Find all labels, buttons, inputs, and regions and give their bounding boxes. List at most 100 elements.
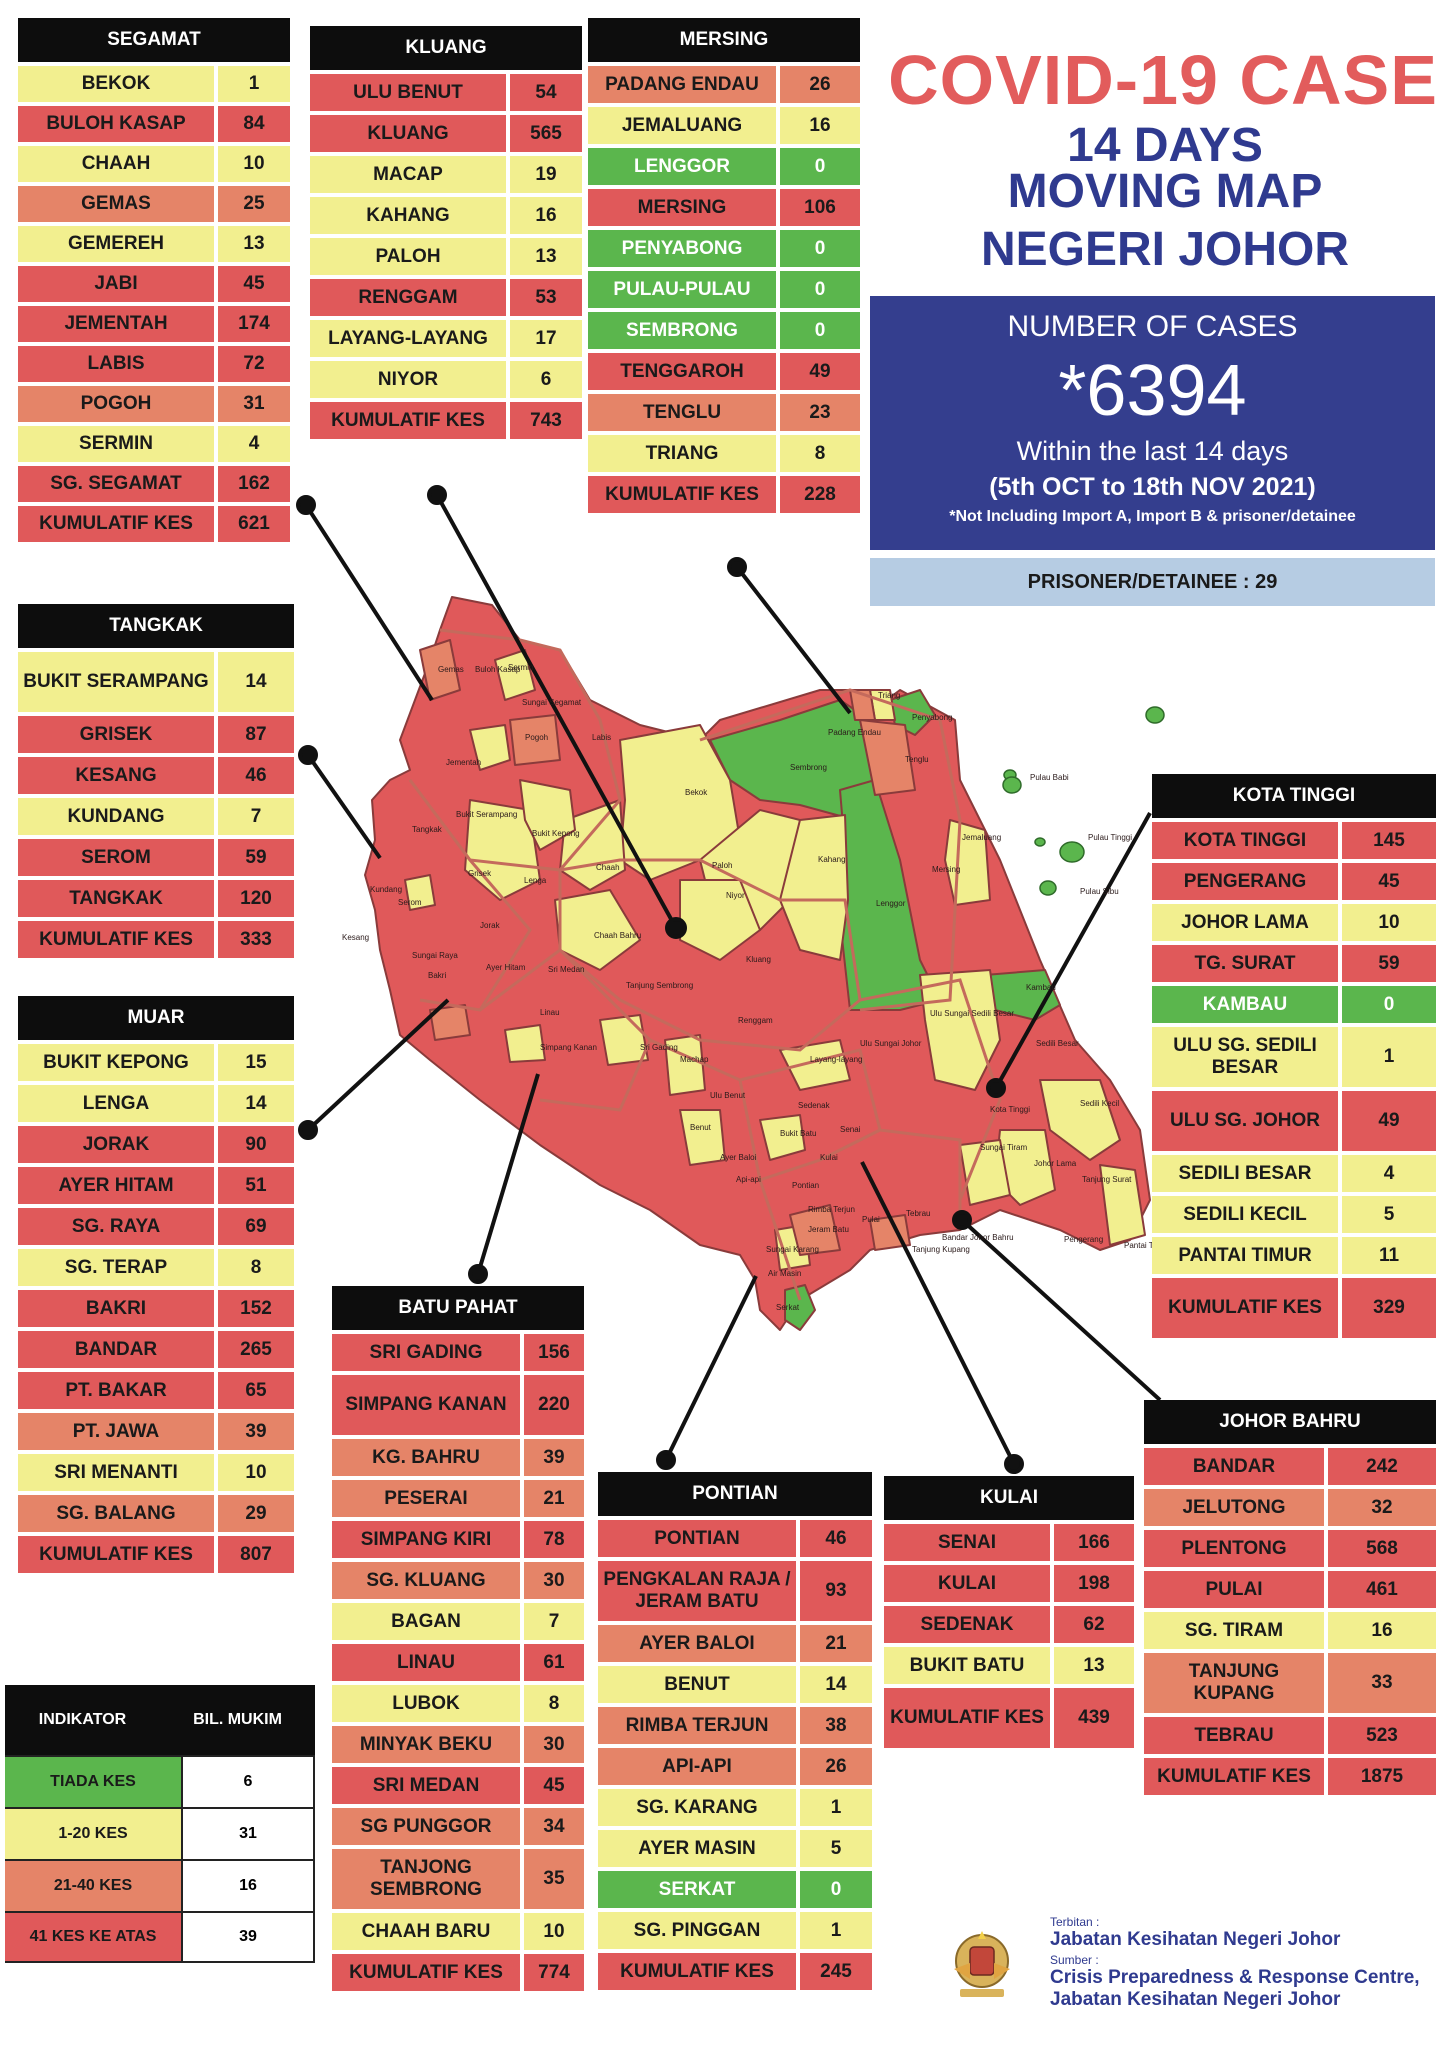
mukim-row: PANTAI TIMUR 11 (1152, 1233, 1436, 1274)
mukim-name: KUMULATIF KES (39, 928, 193, 950)
mukim-name: CHAAH (81, 153, 151, 175)
case-count: 568 (1324, 1530, 1436, 1567)
case-count: 30 (520, 1726, 584, 1763)
case-count: 39 (520, 1439, 584, 1476)
map-place-label: Niyor (726, 891, 745, 900)
case-count: 33 (1324, 1653, 1436, 1713)
map-region-pogoh (509, 714, 561, 766)
mukim-row: RENGGAM 53 (310, 275, 582, 316)
mukim-name: SEDENAK (920, 1613, 1014, 1635)
map-place-label: Paloh (712, 861, 732, 870)
mukim-name: KUMULATIF KES (331, 409, 485, 431)
case-count: 69 (214, 1208, 294, 1245)
boundary-muar (408, 779, 532, 1012)
case-count: 14 (796, 1666, 872, 1703)
map-region-tj-sembrong (599, 1014, 649, 1066)
mukim-row: KLUANG 565 (310, 111, 582, 152)
case-count: 45 (520, 1767, 584, 1804)
case-label: NUMBER OF CASES (1007, 310, 1298, 343)
mukim-row: BENUT 14 (598, 1662, 872, 1703)
case-count: 26 (796, 1748, 872, 1785)
mukim-name: POGOH (80, 393, 152, 415)
map-place-label: Layang-layang (810, 1055, 862, 1064)
case-count: 13 (1050, 1647, 1134, 1684)
case-count: 5 (796, 1830, 872, 1867)
legend-indicator: 1-20 KES (5, 1809, 181, 1859)
cumulative-row: KUMULATIF KES 329 (1152, 1274, 1436, 1338)
case-count: 14 (214, 1085, 294, 1122)
case-count: 0 (776, 312, 860, 349)
mukim-row: TANJUNG KUPANG 33 (1144, 1649, 1436, 1713)
cumulative-row: KUMULATIF KES 245 (598, 1949, 872, 1990)
case-count: 51 (214, 1167, 294, 1204)
case-count: 329 (1338, 1278, 1436, 1338)
mukim-row: JELUTONG 32 (1144, 1485, 1436, 1526)
mukim-name: JABI (94, 273, 138, 295)
mukim-name: BULOH KASAP (46, 113, 186, 135)
mukim-name: PENGKALAN RAJA / JERAM BATU (603, 1569, 791, 1612)
map-place-label: Jemaluang (962, 833, 1001, 842)
mukim-row: LINAU 61 (332, 1640, 584, 1681)
case-count: 61 (520, 1644, 584, 1681)
case-count: 5 (1338, 1196, 1436, 1233)
case-count: 120 (214, 880, 294, 917)
case-count: 0 (1338, 986, 1436, 1023)
mukim-row: SRI MENANTI 10 (18, 1450, 294, 1491)
case-count: 72 (214, 346, 290, 382)
map-place-label: Jementah (446, 758, 481, 767)
mukim-name: BUKIT KEPONG (43, 1051, 189, 1073)
mukim-name: BAKRI (85, 1297, 147, 1319)
map-place-label: Air Masin (768, 1269, 801, 1278)
map-place-label: Sungai Tiram (980, 1143, 1027, 1152)
map-place-label: Mersing (932, 865, 960, 874)
mukim-row: SG. TERAP 8 (18, 1245, 294, 1286)
map-islands (1002, 706, 1165, 896)
case-count: 621 (214, 506, 290, 542)
mukim-name: TEBRAU (1194, 1724, 1274, 1746)
mukim-row: AYER HITAM 51 (18, 1163, 294, 1204)
case-count: 152 (214, 1290, 294, 1327)
map-place-label: Serom (398, 898, 422, 907)
case-count: 21 (520, 1480, 584, 1517)
case-count: 17 (506, 320, 582, 357)
case-count: 26 (776, 66, 860, 103)
case-count: 62 (1050, 1606, 1134, 1643)
case-count: 38 (796, 1707, 872, 1744)
pointer-kulai (860, 1161, 1016, 1465)
case-count: 4 (214, 426, 290, 462)
case-summary-box: NUMBER OF CASES *6394 Within the last 14… (870, 296, 1435, 550)
mukim-name: RIMBA TERJUN (625, 1714, 769, 1736)
mukim-row: GRISEK 87 (18, 712, 294, 753)
map-place-label: Bukit Batu (780, 1129, 816, 1138)
case-total: *6394 (1058, 351, 1247, 431)
legend-header: INDIKATOR BIL. MUKIM (5, 1685, 315, 1755)
mukim-name: BANDAR (1192, 1455, 1276, 1477)
pointer-pontian (664, 1275, 758, 1461)
mukim-name: MERSING (637, 196, 727, 218)
case-count: 1875 (1324, 1758, 1436, 1795)
map-place-label: Sedenak (798, 1101, 831, 1110)
map-place-label: Padang Endau (828, 728, 881, 737)
map-region-gemas (419, 639, 461, 701)
prisoner-count: PRISONER/DETAINEE : 29 (870, 558, 1435, 606)
mukim-row: TANJONG SEMBRONG 35 (332, 1845, 584, 1909)
mukim-row: MERSING 106 (588, 185, 860, 226)
case-count: 49 (776, 353, 860, 390)
footer-text: Terbitan : Jabatan Kesihatan Negeri Joho… (1050, 1915, 1420, 2011)
table-tangkak: TANGKAK BUKIT SERAMPANG 14 GRISEK 87 KESANG 46… (18, 604, 294, 958)
case-count: 16 (776, 107, 860, 144)
mukim-name: SG. SEGAMAT (50, 473, 182, 495)
case-count: 10 (520, 1913, 584, 1950)
mukim-row: BANDAR 242 (1144, 1444, 1436, 1485)
mukim-name: SENAI (937, 1531, 997, 1553)
case-count: 35 (520, 1849, 584, 1909)
legend-count: 16 (181, 1861, 315, 1911)
mukim-name: LUBOK (392, 1692, 460, 1714)
pointer-muar-dot (298, 1120, 318, 1140)
mukim-row: SG. KLUANG 30 (332, 1558, 584, 1599)
case-count: 1 (1338, 1027, 1436, 1087)
case-count: 16 (1324, 1612, 1436, 1649)
mukim-row: PULAU-PULAU 0 (588, 267, 860, 308)
cumulative-row: KUMULATIF KES 439 (884, 1684, 1134, 1748)
